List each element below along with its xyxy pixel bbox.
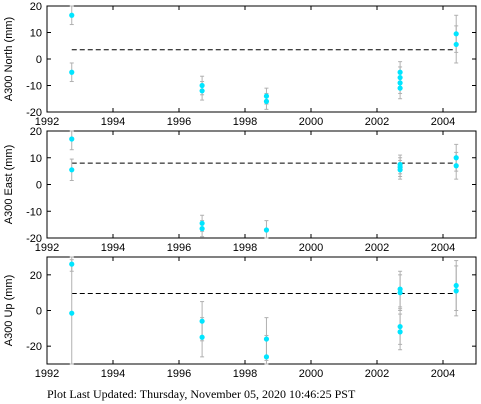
panel-1-data-point: [263, 93, 270, 99]
panel-2-xtick-label: 1998: [233, 242, 257, 254]
panel-1-data-point: [397, 85, 403, 91]
panel-2-frame: [46, 130, 477, 239]
last-updated-footer: Plot Last Updated: Thursday, November 05…: [47, 387, 356, 401]
panel-2-ytick-label: 20: [30, 126, 42, 138]
panel-3-xtick-label: 2004: [431, 368, 455, 380]
panel-1-data-point: [69, 69, 75, 75]
panel-3-xtick-label: 1992: [35, 368, 59, 380]
panel-3-xtick-label: 1998: [233, 368, 257, 380]
panel-1-xtick-label: 1992: [35, 116, 59, 128]
panel-3-xtick-label: 2000: [299, 368, 323, 380]
panel-2-xtick-label: 1994: [101, 242, 125, 254]
panel-1-ytick-label: 20: [30, 1, 42, 13]
panel-3-xtick-label: 2002: [365, 368, 389, 380]
panel-1-xtick-label: 2000: [299, 116, 323, 128]
panel-1-xtick-label: 1996: [167, 116, 191, 128]
panel-3-data-point: [453, 282, 459, 289]
panel-3-xtick-label: 1996: [167, 368, 191, 380]
panel-2-xtick-label: 1996: [167, 242, 191, 254]
panel-1-ytick-label: 0: [36, 54, 42, 66]
panel-1-ytick-label: -20: [26, 107, 42, 119]
panel-1-data-point: [397, 74, 403, 81]
panel-3-data-point: [263, 354, 270, 360]
panel-1-ytick-label: -10: [26, 81, 42, 93]
timeseries-figure: 1992 1994 1996 1998 2000 2002 2004-20-1001020A…: [3, 1, 477, 380]
panel-1-data-point: [397, 69, 403, 75]
panel-2-ytick-label: 0: [36, 180, 42, 192]
panel-2-data-point: [199, 220, 205, 226]
panel-3-frame: [46, 256, 477, 365]
panel-1-data-point: [453, 41, 459, 48]
panel-2-data-point: [69, 167, 75, 173]
panel-2-data-point: [69, 136, 75, 142]
panel-3-ytick-label: 0: [36, 306, 42, 318]
panel-3-data-point: [263, 336, 270, 342]
panel-2-ytick-label: -10: [26, 206, 42, 218]
panel-2-xtick-label: 2004: [431, 242, 455, 254]
panel-3-data-point: [397, 286, 403, 292]
panel-3-data-point: [397, 323, 403, 330]
panel-1-xtick-label: 1994: [101, 116, 125, 128]
panel-3-data-point: [199, 318, 205, 324]
panel-3-data-point: [397, 290, 403, 296]
panel-3-data-point: [199, 334, 205, 340]
panel-1-frame: [46, 5, 477, 113]
panel-2-data-point: [453, 163, 459, 169]
panel-2-ytick-label: 10: [30, 153, 42, 165]
panel-3-data-point: [453, 288, 459, 294]
panel-2-ytick-label: -20: [26, 233, 42, 245]
panel-1-data-point: [397, 80, 403, 86]
panel-3-ytick-label: 20: [30, 270, 42, 282]
panel-2-data-point: [397, 167, 403, 173]
panel-2-xtick-label: 1992: [35, 242, 59, 254]
panel-2-data-point: [199, 226, 205, 232]
panel-3-ytick-label: -20: [26, 341, 42, 353]
panel-3-data-point: [397, 329, 403, 335]
panel-2-ylabel: A300 East (mm): [3, 145, 15, 224]
panel-1-data-point: [69, 12, 75, 18]
panel-1-xtick-label: 2004: [431, 116, 455, 128]
panel-1-xtick-label: 1998: [233, 116, 257, 128]
panel-1-ylabel: A300 North (mm): [3, 17, 15, 101]
panel-3-xtick-label: 1994: [101, 368, 125, 380]
panel-2-data-point: [263, 227, 270, 233]
panel-2-data-point: [453, 155, 459, 161]
panel-1-data-point: [263, 98, 270, 104]
panel-3-data-point: [69, 310, 75, 316]
panel-1-xtick-label: 2002: [365, 116, 389, 128]
panel-1-data-point: [453, 31, 459, 37]
panel-3-data-point: [69, 261, 75, 267]
panel-1-ytick-label: 10: [30, 28, 42, 40]
panel-2-xtick-label: 2002: [365, 242, 389, 254]
panel-3-ylabel: A300 Up (mm): [3, 275, 15, 347]
panel-1-data-point: [199, 88, 205, 94]
panel-2-xtick-label: 2000: [299, 242, 323, 254]
panel-1-data-point: [199, 82, 205, 89]
